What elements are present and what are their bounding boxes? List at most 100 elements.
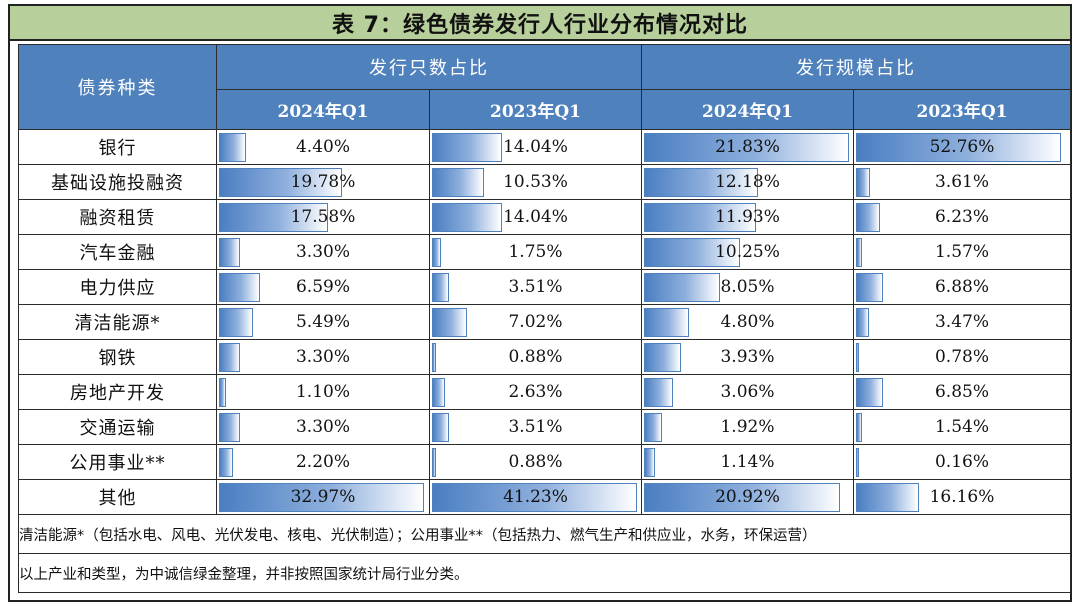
value-cell: 3.30%	[216, 339, 430, 375]
data-bar	[219, 343, 240, 372]
row-category-label: 汽车金融	[18, 234, 217, 270]
value-cell: 3.61%	[853, 164, 1071, 200]
value-cell: 2.63%	[429, 374, 642, 410]
table-row: 其他 32.97% 41.23% 20.92% 16.16%	[18, 479, 1071, 515]
value-label: 2.20%	[295, 452, 350, 472]
value-label: 3.93%	[720, 347, 775, 367]
value-label: 6.59%	[295, 277, 350, 297]
row-category-label: 其他	[18, 479, 217, 515]
value-label: 3.30%	[295, 242, 350, 262]
value-label: 1.54%	[934, 417, 989, 437]
row-category-label: 清洁能源*	[18, 304, 217, 340]
data-bar	[856, 378, 883, 407]
value-label: 16.16%	[929, 487, 995, 507]
value-label: 2.63%	[508, 382, 563, 402]
value-cell: 2.20%	[216, 444, 430, 480]
data-bar	[432, 378, 445, 407]
value-label: 3.51%	[508, 417, 563, 437]
data-bar	[219, 378, 226, 407]
table-row: 房地产开发 1.10% 2.63% 3.06% 6.85%	[18, 374, 1071, 410]
data-bar	[644, 203, 756, 232]
data-bar	[432, 483, 637, 512]
data-bar	[219, 133, 246, 162]
value-cell: 6.85%	[853, 374, 1071, 410]
value-label: 14.04%	[503, 137, 568, 157]
value-cell: 1.75%	[429, 234, 642, 270]
data-bar	[432, 203, 502, 232]
data-bar	[856, 343, 859, 372]
value-label: 10.53%	[503, 172, 568, 192]
value-label: 41.23%	[503, 487, 568, 507]
data-bar	[219, 448, 233, 477]
value-cell: 14.04%	[429, 199, 642, 235]
value-label: 1.14%	[720, 452, 775, 472]
category-header: 债券种类	[18, 44, 217, 130]
data-bar	[644, 378, 673, 407]
data-bar	[432, 308, 467, 337]
subheader-count-2024q1: 2024年Q1	[216, 89, 430, 130]
value-cell: 4.80%	[641, 304, 854, 340]
data-bar	[856, 203, 880, 232]
value-label: 0.88%	[508, 347, 563, 367]
value-cell: 6.59%	[216, 269, 430, 305]
row-category-label: 公用事业**	[18, 444, 217, 480]
table-body: 银行 4.40% 14.04% 21.83% 52.76% 基础设施投融资 19.78% 10…	[18, 129, 1071, 515]
value-label: 3.51%	[508, 277, 563, 297]
value-label: 21.83%	[715, 137, 780, 157]
value-label: 52.76%	[929, 137, 995, 157]
industry-distribution-table: 债券种类 发行只数占比 发行规模占比 2024年Q1 2023年Q1 2024年…	[18, 44, 1071, 593]
value-label: 1.10%	[295, 382, 350, 402]
value-cell: 3.51%	[429, 409, 642, 445]
row-category-label: 电力供应	[18, 269, 217, 305]
data-bar	[644, 133, 849, 162]
issuance-count-share-header: 发行只数占比	[216, 44, 642, 90]
table-title: 表 7：绿色债券发行人行业分布情况对比	[10, 6, 1070, 41]
value-label: 0.16%	[934, 452, 989, 472]
value-cell: 1.57%	[853, 234, 1071, 270]
value-cell: 5.49%	[216, 304, 430, 340]
value-cell: 10.53%	[429, 164, 642, 200]
subheader-size-2024q1: 2024年Q1	[641, 89, 854, 130]
subheader-count-2023q1: 2023年Q1	[429, 89, 642, 130]
footnote-source: 以上产业和类型，为中诚信绿金整理，并非按照国家统计局行业分类。	[18, 553, 1071, 593]
data-bar	[644, 308, 689, 337]
row-category-label: 银行	[18, 129, 217, 165]
data-bar	[644, 168, 758, 197]
data-bar	[219, 483, 424, 512]
value-cell: 11.93%	[641, 199, 854, 235]
data-bar	[856, 273, 883, 302]
value-cell: 12.18%	[641, 164, 854, 200]
value-label: 20.92%	[715, 487, 780, 507]
value-cell: 16.16%	[853, 479, 1071, 515]
value-cell: 3.51%	[429, 269, 642, 305]
value-label: 19.78%	[290, 172, 356, 192]
row-category-label: 钢铁	[18, 339, 217, 375]
data-bar	[644, 238, 740, 267]
data-bar	[856, 448, 859, 477]
data-bar	[432, 168, 484, 197]
data-bar	[219, 413, 240, 442]
data-bar	[644, 448, 655, 477]
data-bar	[644, 343, 681, 372]
data-bar	[856, 483, 919, 512]
value-cell: 21.83%	[641, 129, 854, 165]
table-row: 融资租赁 17.58% 14.04% 11.93% 6.23%	[18, 199, 1071, 235]
data-bar	[432, 273, 449, 302]
value-cell: 3.30%	[216, 409, 430, 445]
value-cell: 8.05%	[641, 269, 854, 305]
data-bar	[432, 448, 436, 477]
value-cell: 0.78%	[853, 339, 1071, 375]
value-cell: 10.25%	[641, 234, 854, 270]
value-label: 8.05%	[720, 277, 775, 297]
value-cell: 41.23%	[429, 479, 642, 515]
data-bar	[432, 238, 441, 267]
data-bar	[644, 413, 662, 442]
value-label: 17.58%	[290, 207, 356, 227]
value-cell: 20.92%	[641, 479, 854, 515]
data-bar	[219, 203, 328, 232]
table-row: 清洁能源* 5.49% 7.02% 4.80% 3.47%	[18, 304, 1071, 340]
data-bar	[219, 168, 342, 197]
data-bar	[856, 168, 870, 197]
value-cell: 4.40%	[216, 129, 430, 165]
table-row: 交通运输 3.30% 3.51% 1.92% 1.54%	[18, 409, 1071, 445]
